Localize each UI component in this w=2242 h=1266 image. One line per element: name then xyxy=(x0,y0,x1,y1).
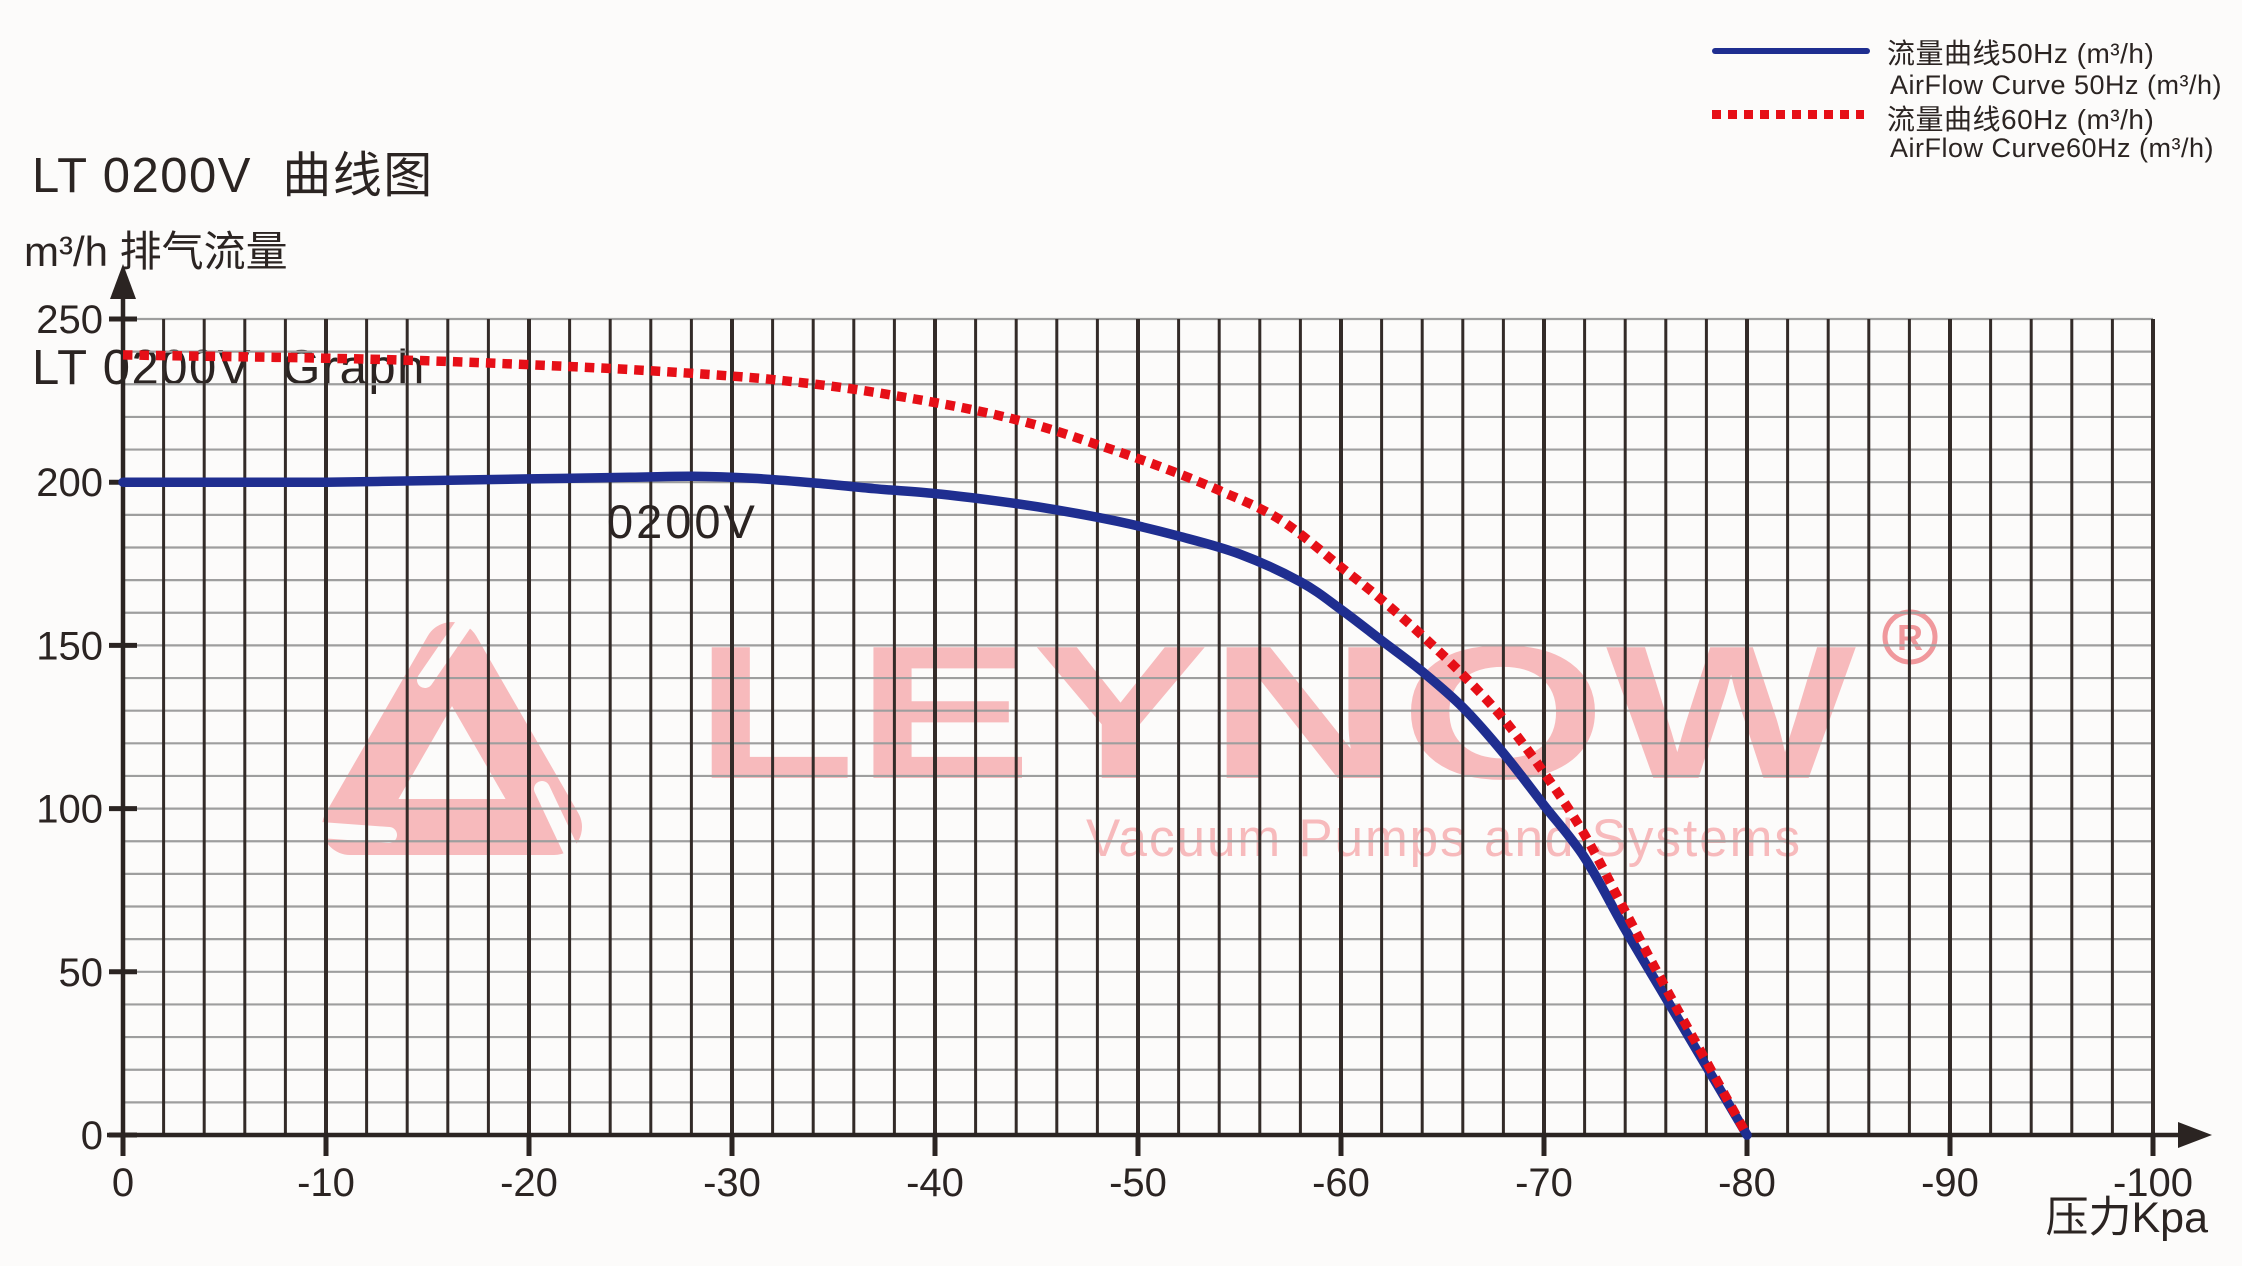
legend-label-50hz-en: AirFlow Curve 50Hz (m³/h) xyxy=(1890,70,2223,100)
svg-text:-80: -80 xyxy=(1718,1161,1776,1205)
svg-text:200: 200 xyxy=(36,461,103,505)
legend: 流量曲线50Hz (m³/h) AirFlow Curve 50Hz (m³/h… xyxy=(1700,30,2240,170)
watermark-brand-text: LEYNOW xyxy=(694,607,1857,819)
title-line-zh: LT 0200V 曲线图 xyxy=(32,149,434,203)
svg-text:-40: -40 xyxy=(906,1161,964,1205)
grid-lines xyxy=(123,317,2155,1135)
svg-text:-60: -60 xyxy=(1312,1161,1370,1205)
svg-text:0: 0 xyxy=(81,1114,103,1158)
svg-text:-50: -50 xyxy=(1109,1161,1167,1205)
legend-label-50hz-zh: 流量曲线50Hz (m³/h) xyxy=(1887,38,2155,69)
curve-50hz xyxy=(118,471,1752,1140)
svg-text:-90: -90 xyxy=(1921,1161,1979,1205)
curve-60hz xyxy=(122,350,1752,1138)
legend-solid-line-swatch xyxy=(1712,48,1870,54)
legend-label-60hz-en: AirFlow Curve60Hz (m³/h) xyxy=(1890,133,2215,163)
watermark-subtitle-text: Vacuum Pumps and Systems xyxy=(1086,809,1802,868)
svg-text:-20: -20 xyxy=(500,1161,558,1205)
svg-text:150: 150 xyxy=(36,624,103,668)
svg-text:0: 0 xyxy=(112,1161,134,1205)
curves xyxy=(118,350,1752,1140)
svg-text:-100: -100 xyxy=(2113,1161,2193,1205)
y-axis-unit-label: m³/h 排气流量 xyxy=(24,228,288,275)
svg-text:250: 250 xyxy=(36,298,103,342)
leynow-logo-icon xyxy=(285,592,591,884)
watermark: LEYNOW R Vacuum Pumps and Systems xyxy=(285,592,1938,884)
page-title: LT 0200V 曲线图 LT 0200V Graph xyxy=(32,16,434,528)
svg-text:-30: -30 xyxy=(703,1161,761,1205)
svg-text:50: 50 xyxy=(59,951,104,995)
svg-text:-70: -70 xyxy=(1515,1161,1573,1205)
curve-model-label: 0200V xyxy=(607,495,758,548)
x-axis-unit-label: 压力Kpa xyxy=(2045,1194,2208,1242)
svg-text:-10: -10 xyxy=(297,1161,355,1205)
legend-dotted-line-swatch xyxy=(1712,110,1864,119)
axes xyxy=(107,264,2212,1156)
title-line-en: LT 0200V Graph xyxy=(32,341,426,395)
legend-label-60hz-zh: 流量曲线60Hz (m³/h) xyxy=(1887,104,2155,135)
axis-tick-labels: 0 50 100 150 200 250 0 -10 -20 -30 -40 -50 -60 -70 -80… xyxy=(36,298,2193,1205)
svg-text:100: 100 xyxy=(36,788,103,832)
